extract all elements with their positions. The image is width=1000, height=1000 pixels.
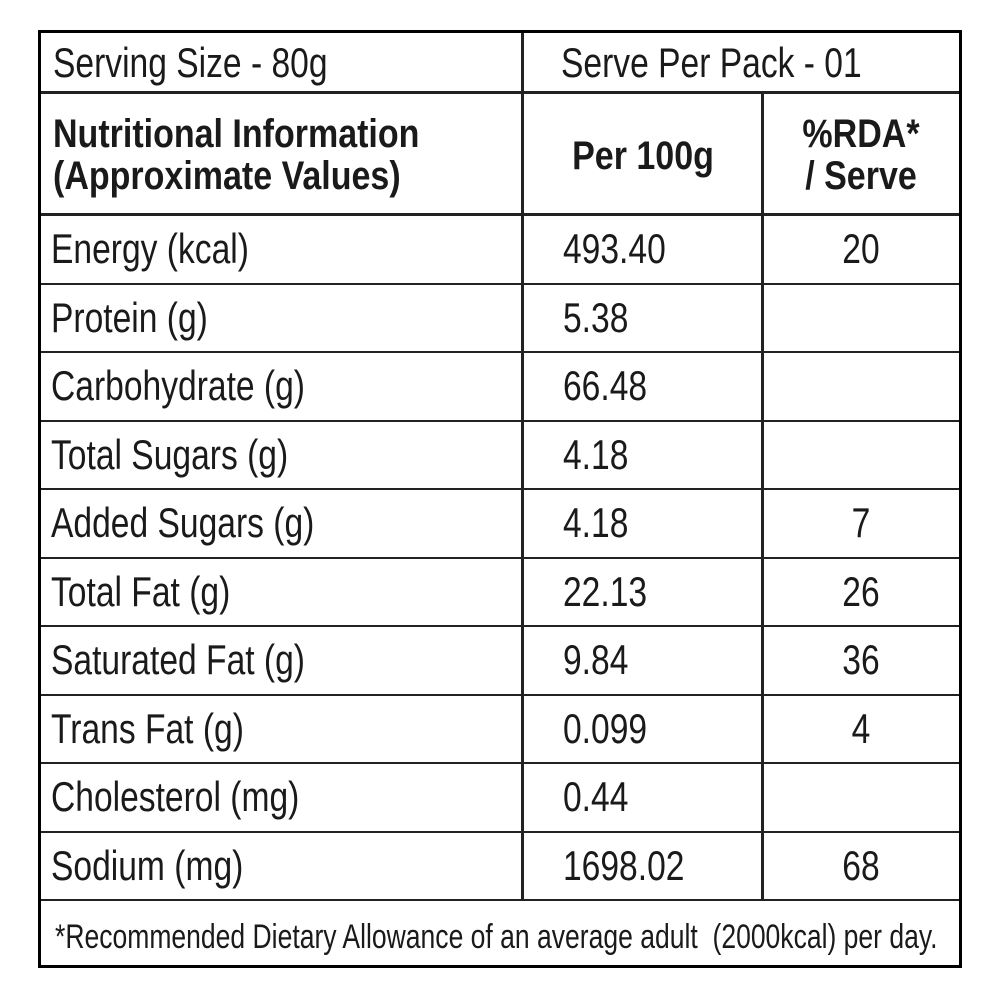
rda: 4 xyxy=(851,704,871,752)
header-per-100g: Per 100g xyxy=(572,134,714,178)
nutrient: Energy (kcal) xyxy=(51,225,249,272)
nutrient: Total Sugars (g) xyxy=(51,430,289,478)
rda: 20 xyxy=(842,225,880,272)
rule xyxy=(41,419,959,422)
nutrient: Added Sugars (g) xyxy=(51,499,315,546)
per-100g: 9.84 xyxy=(563,636,629,683)
serve-per-pack: Serve Per Pack - 01 xyxy=(561,39,862,86)
rule xyxy=(41,625,959,627)
rule xyxy=(41,556,959,559)
per-100g: 1698.02 xyxy=(563,841,685,889)
rule xyxy=(41,899,959,901)
rule xyxy=(761,93,764,900)
rda: 7 xyxy=(851,499,871,546)
nutrient: Sodium (mg) xyxy=(51,841,244,889)
rda: 26 xyxy=(842,567,880,615)
rule xyxy=(41,282,959,285)
per-100g: 4.18 xyxy=(563,499,629,546)
header-rda: %RDA* / Serve xyxy=(802,112,920,198)
header-nutrient: Nutritional Information (Approximate Val… xyxy=(53,112,420,198)
per-100g: 4.18 xyxy=(563,430,629,478)
rule xyxy=(41,488,959,490)
nutrient: Saturated Fat (g) xyxy=(51,636,305,683)
nutrient: Total Fat (g) xyxy=(51,567,231,615)
footnote: *Recommended Dietary Allowance of an ave… xyxy=(55,918,938,956)
per-100g: 0.44 xyxy=(563,773,629,820)
rule xyxy=(41,91,959,94)
per-100g: 66.48 xyxy=(563,362,648,409)
rda: 36 xyxy=(842,636,880,683)
per-100g: 22.13 xyxy=(563,567,648,615)
rule xyxy=(41,830,959,833)
rule xyxy=(41,213,959,216)
nutrient: Cholesterol (mg) xyxy=(51,773,300,820)
nutrient: Protein (g) xyxy=(51,293,208,341)
rule xyxy=(41,351,959,353)
per-100g: 493.40 xyxy=(563,225,666,272)
rule xyxy=(41,693,959,696)
nutrient: Carbohydrate (g) xyxy=(51,362,305,409)
serving-size: Serving Size - 80g xyxy=(53,39,328,86)
rule xyxy=(41,762,959,764)
rule xyxy=(521,33,524,900)
per-100g: 0.099 xyxy=(563,704,648,752)
nutrition-label: Serving Size - 80g Serve Per Pack - 01 N… xyxy=(38,30,962,968)
per-100g: 5.38 xyxy=(563,293,629,341)
rda: 68 xyxy=(842,841,880,889)
nutrient: Trans Fat (g) xyxy=(51,704,244,752)
